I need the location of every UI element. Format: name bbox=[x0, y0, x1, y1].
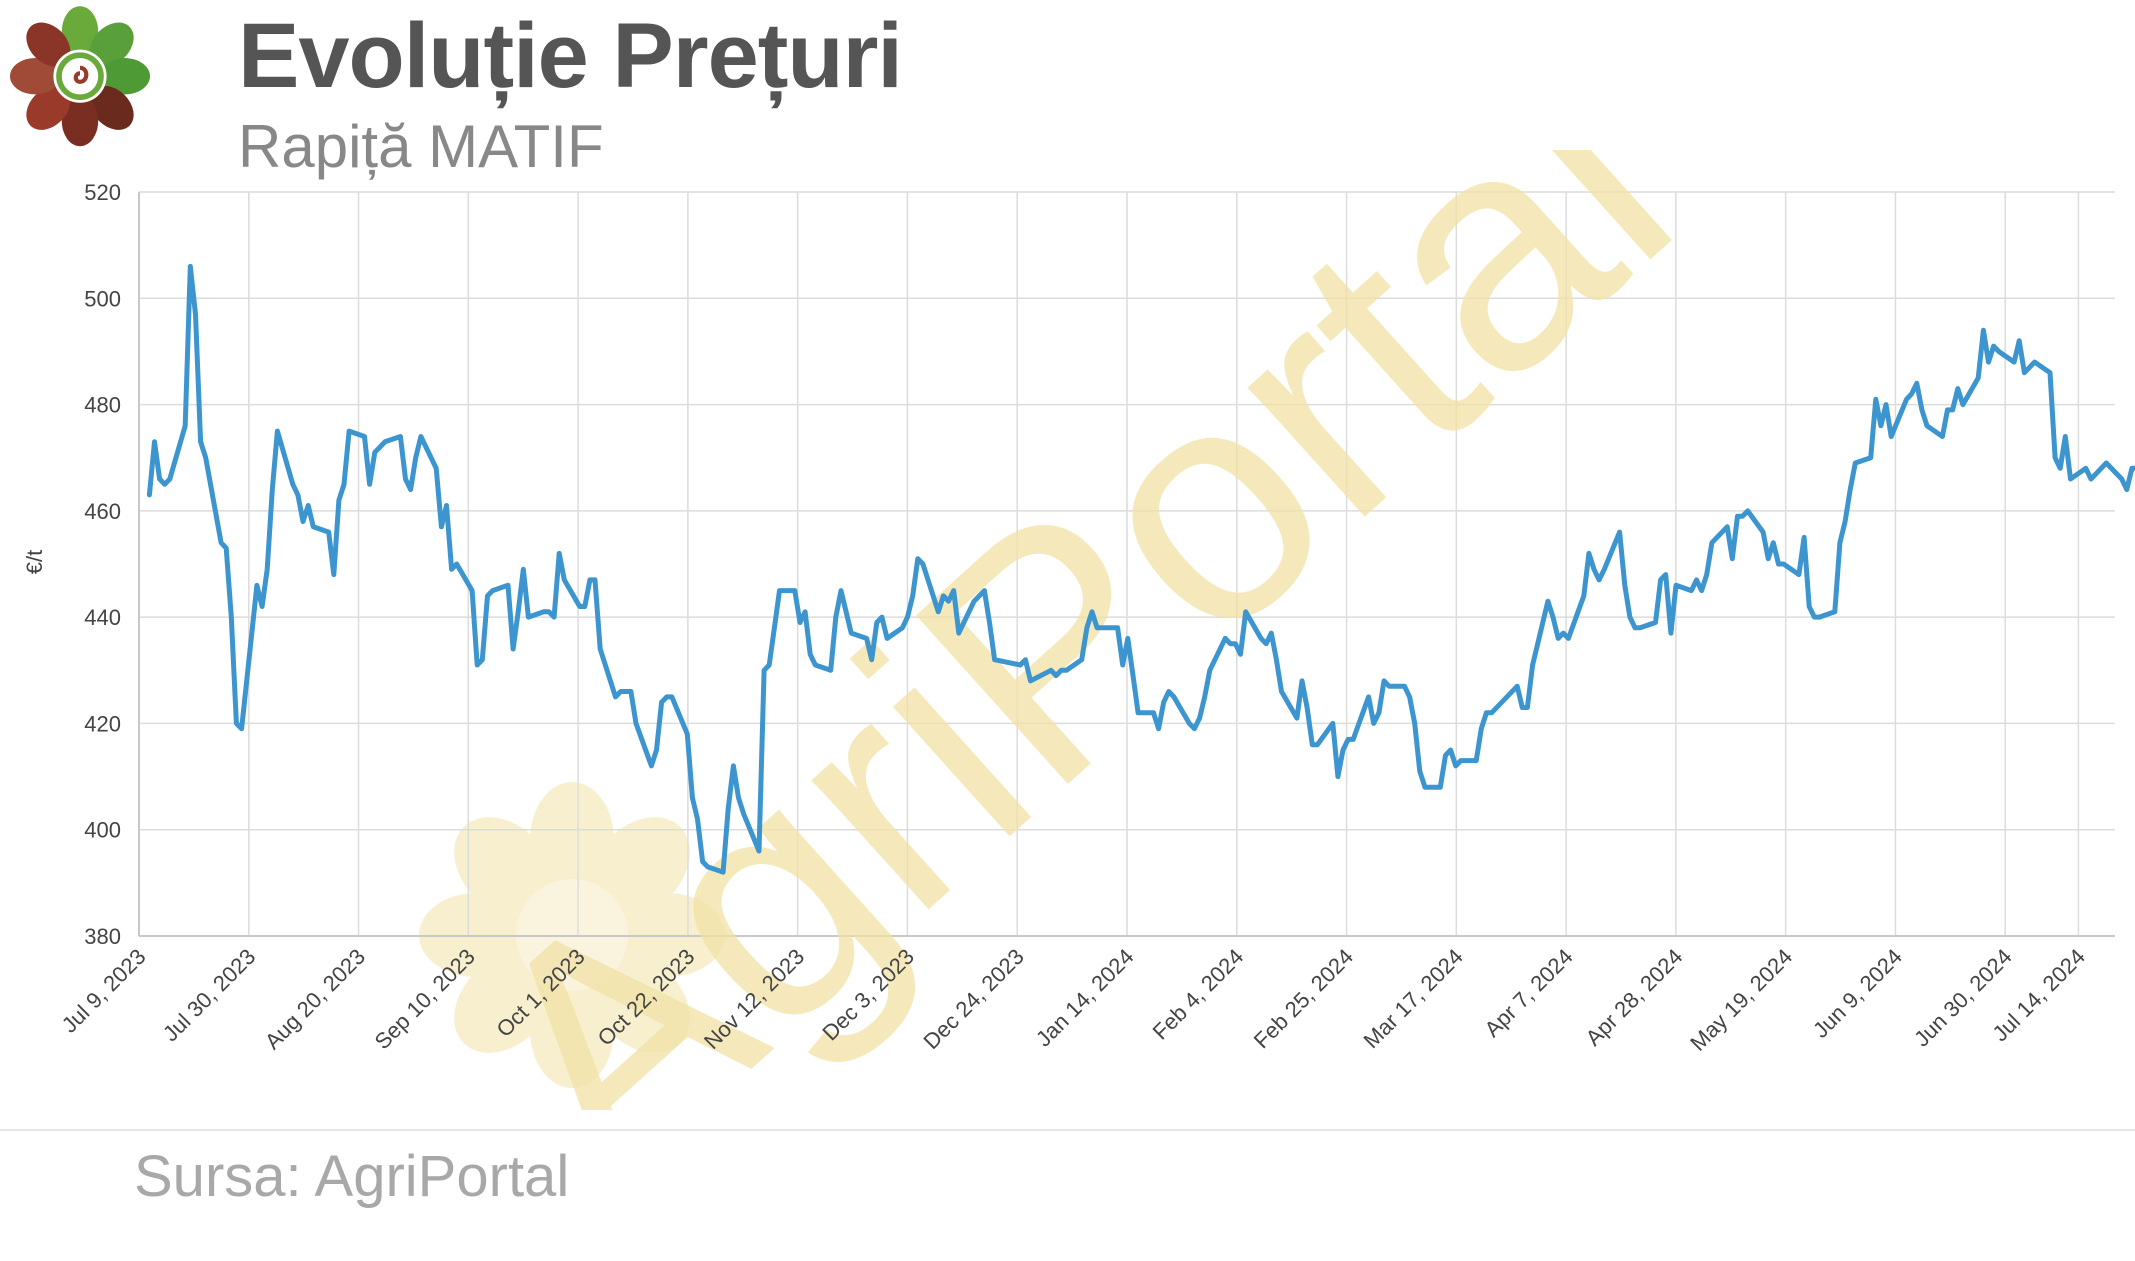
source-credit: Sursa: AgriPortal bbox=[134, 1144, 570, 1209]
x-tick-label: Jul 9, 2023 bbox=[57, 944, 151, 1038]
x-tick-label: Mar 17, 2024 bbox=[1359, 944, 1468, 1053]
y-tick-label: 460 bbox=[84, 499, 121, 524]
x-tick-label: Jan 14, 2024 bbox=[1031, 944, 1139, 1052]
y-tick-label: 520 bbox=[84, 180, 121, 205]
series-line bbox=[146, 263, 2135, 875]
x-tick-label: Apr 7, 2024 bbox=[1480, 944, 1578, 1042]
x-tick-label: Jun 9, 2024 bbox=[1808, 944, 1907, 1043]
y-tick-label: 420 bbox=[84, 711, 121, 736]
y-tick-label: 440 bbox=[84, 605, 121, 630]
y-tick-label: 380 bbox=[84, 924, 121, 949]
x-tick-label: May 19, 2024 bbox=[1685, 944, 1797, 1056]
agriportal-flower-logo-icon bbox=[10, 6, 150, 147]
y-tick-label: 400 bbox=[84, 818, 121, 843]
page-title: Evoluție Prețuri bbox=[238, 5, 903, 107]
y-tick-label: 500 bbox=[84, 286, 121, 311]
x-tick-label: Jul 30, 2023 bbox=[158, 944, 260, 1046]
x-tick-label: Feb 4, 2024 bbox=[1148, 944, 1249, 1045]
x-tick-label: Apr 28, 2024 bbox=[1581, 944, 1688, 1051]
y-axis-label: €/t bbox=[22, 550, 47, 574]
x-tick-label: Aug 20, 2023 bbox=[260, 944, 370, 1054]
footer-divider bbox=[0, 1129, 2135, 1131]
y-tick-label: 480 bbox=[84, 393, 121, 418]
x-tick-label: Feb 25, 2024 bbox=[1249, 944, 1358, 1053]
chart-grid bbox=[138, 191, 2115, 937]
x-axis-ticks: Jul 9, 2023 Jul 30, 2023 Aug 20, 2023 Sep 1… bbox=[57, 944, 2090, 1056]
page-subtitle: Rapiță MATIF bbox=[238, 113, 604, 180]
y-axis-ticks: 380 400 420 440 460 480 500 520 bbox=[84, 180, 121, 949]
